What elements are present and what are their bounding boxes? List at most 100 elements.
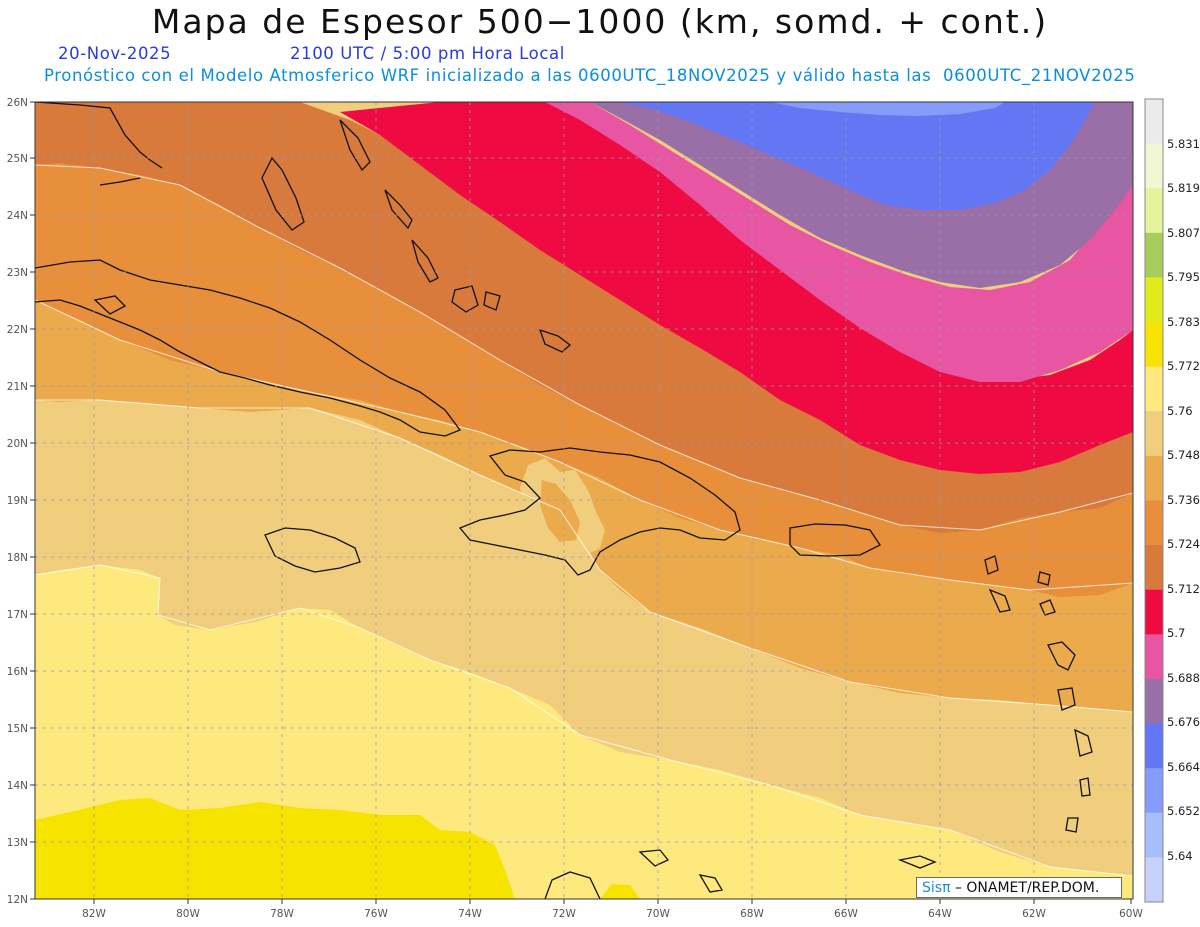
forecast-time: 2100 UTC / 5:00 pm Hora Local (290, 44, 565, 63)
colorbar-swatch (1145, 188, 1163, 234)
band-5.700 (340, 102, 1133, 474)
credit-box: Sisπ – ONAMET/REP.DOM. (916, 877, 1122, 898)
colorbar-label: 5.807 (1167, 226, 1200, 240)
lat-label: 18N (7, 552, 28, 564)
lat-label: 21N (7, 381, 28, 393)
colorbar-swatch (1145, 678, 1163, 725)
colorbar-swatch (1145, 455, 1163, 501)
coast-aruba (638, 849, 670, 867)
lat-label: 15N (7, 723, 28, 735)
colorbar-swatch (1145, 634, 1163, 680)
coast-hispaniola (458, 447, 741, 576)
lat-label: 13N (7, 837, 28, 849)
coast-martinique (1057, 687, 1076, 711)
colorbar-labels: 5.831 5.819 5.807 5.795 5.783 5.772 5.76… (1167, 137, 1200, 863)
colorbar-swatch (1145, 411, 1163, 457)
colorbar (1145, 99, 1163, 903)
coast-leeward-2 (1037, 571, 1051, 586)
colorbar-swatch (1145, 589, 1163, 635)
coast-st-lucia (1074, 728, 1093, 757)
lat-label: 16N (7, 666, 28, 678)
lon-label: 60W (1119, 908, 1143, 920)
lon-label: 72W (552, 908, 576, 920)
coast-leeward-3 (988, 588, 1011, 613)
lon-labels: 82W 80W 78W 76W 74W 72W 70W 68W 66W 64W … (82, 908, 1143, 920)
lon-label: 66W (834, 908, 858, 920)
coast-bahamas-exuma (384, 189, 413, 230)
colorbar-swatch (1145, 857, 1163, 903)
band-5.652 (770, 102, 1005, 116)
lat-label: 24N (7, 210, 28, 222)
colorbar-label: 5.819 (1167, 181, 1200, 195)
colorbar-swatch (1145, 723, 1163, 769)
lon-label: 74W (458, 908, 482, 920)
patch-hispaniola-2 (540, 480, 580, 542)
colorbar-label: 5.783 (1167, 315, 1200, 329)
colorbar-swatch (1145, 99, 1163, 145)
lat-label: 22N (7, 324, 28, 336)
lon-label: 70W (646, 908, 670, 920)
lat-label: 25N (7, 153, 28, 165)
coast-florida (35, 102, 163, 169)
band-5.664 (615, 102, 1095, 210)
coast-grenada (1065, 817, 1079, 833)
coast-puerto-rico (789, 523, 881, 557)
lon-label: 80W (176, 908, 200, 920)
coast-florida-keys (99, 177, 141, 186)
colorbar-frame (1144, 98, 1164, 903)
coastlines (35, 102, 1093, 899)
lon-label: 78W (270, 908, 294, 920)
coast-bahamas-acklins (483, 291, 501, 311)
lat-label: 23N (7, 267, 28, 279)
coast-bahamas-long (411, 239, 439, 283)
lat-label: 26N (7, 97, 28, 109)
coast-venezuela (544, 871, 601, 899)
lon-label: 64W (928, 908, 952, 920)
colorbar-swatch (1145, 545, 1163, 591)
coast-st-vincent (1079, 777, 1091, 797)
lon-label: 76W (364, 908, 388, 920)
forecast-date: 20-Nov-2025 (58, 44, 172, 63)
colorbar-label: 5.664 (1167, 760, 1200, 774)
coast-dominica (1047, 641, 1076, 671)
lon-label: 62W (1022, 908, 1046, 920)
colorbar-label: 5.724 (1167, 537, 1200, 551)
lat-label: 12N (7, 894, 28, 906)
lat-label: 14N (7, 780, 28, 792)
colorbar-swatch (1145, 232, 1163, 278)
lon-ticks (93, 899, 1132, 904)
lat-label: 19N (7, 495, 28, 507)
lat-ticks (30, 101, 35, 900)
lat-labels: 26N 25N 24N 23N 22N 21N 20N 19N 18N 17N … (7, 97, 28, 906)
colorbar-label: 5.76 (1167, 404, 1193, 418)
coast-bahamas-inagua (451, 285, 479, 313)
colorbar-label: 5.748 (1167, 448, 1200, 462)
coast-margarita (897, 855, 937, 869)
colorbar-swatch (1145, 322, 1163, 368)
coast-isla-juventud (93, 295, 127, 315)
grid-lines (35, 102, 1133, 899)
coast-cuba (35, 259, 462, 437)
band-5.772 (35, 798, 515, 899)
model-info: Pronóstico con el Modelo Atmosferico WRF… (44, 66, 1136, 85)
coast-bahamas-andros (261, 156, 305, 231)
lon-label: 82W (82, 908, 106, 920)
colorbar-swatch (1145, 500, 1163, 546)
colorbar-swatch (1145, 768, 1163, 814)
colorbar-label: 5.736 (1167, 493, 1200, 507)
colorbar-swatch (1145, 143, 1163, 189)
band-5.688 (545, 102, 1133, 382)
lon-label: 68W (740, 908, 764, 920)
colorbar-label: 5.676 (1167, 715, 1200, 729)
colorbar-label: 5.831 (1167, 137, 1200, 151)
coast-leeward-1 (984, 555, 999, 575)
lat-label: 20N (7, 438, 28, 450)
colorbar-label: 5.712 (1167, 582, 1200, 596)
credit-org: – ONAMET/REP.DOM. (954, 880, 1100, 896)
colorbar-label: 5.64 (1167, 849, 1193, 863)
colorbar-swatch (1145, 366, 1163, 412)
colorbar-label: 5.7 (1167, 626, 1185, 640)
coast-bahamas-eleuthera (339, 119, 371, 172)
map-title: Mapa de Espesor 500−1000 (km, somd. + co… (151, 2, 1049, 41)
